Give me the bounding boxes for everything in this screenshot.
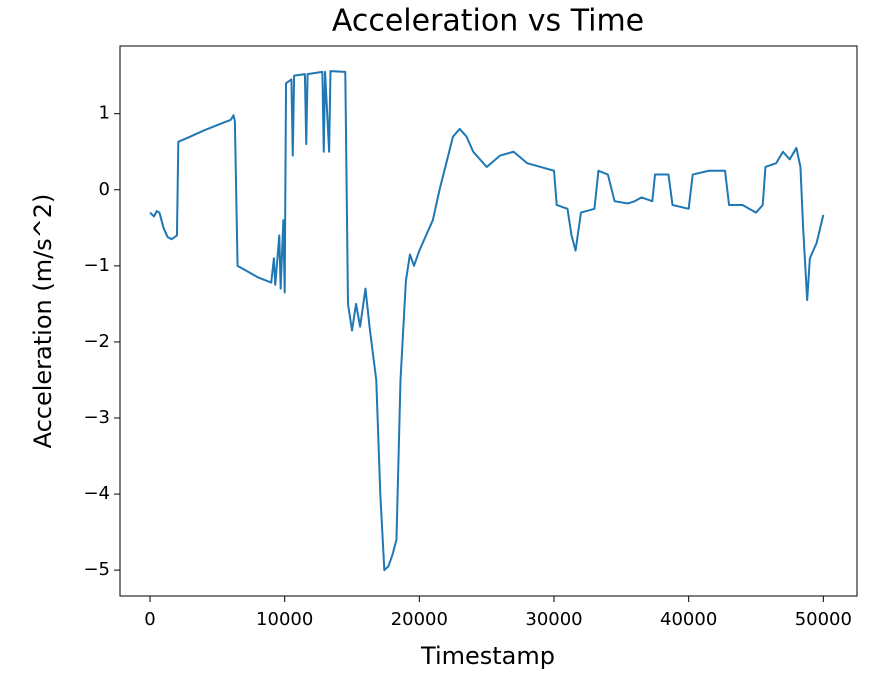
x-tick-label: 40000 xyxy=(660,609,717,630)
plot-frame xyxy=(119,45,858,597)
y-tick-label: −1 xyxy=(83,255,110,276)
chart-title: Acceleration vs Time xyxy=(332,4,644,39)
y-tick-label: −5 xyxy=(83,559,110,580)
y-tick-label: 0 xyxy=(99,179,110,200)
x-tick-label: 0 xyxy=(144,609,155,630)
y-tick-label: −4 xyxy=(83,483,110,504)
y-axis-label: Acceleration (m/s^2) xyxy=(29,194,57,449)
y-tick-label: −2 xyxy=(83,331,110,352)
y-tick-label: 1 xyxy=(99,103,110,124)
x-tick-label: 10000 xyxy=(256,609,313,630)
x-tick-label: 20000 xyxy=(391,609,448,630)
x-tick-label: 30000 xyxy=(525,609,582,630)
x-axis-label: Timestamp xyxy=(420,642,555,670)
x-tick-label: 50000 xyxy=(795,609,852,630)
data-line xyxy=(149,70,825,572)
y-tick-label: −3 xyxy=(83,407,110,428)
